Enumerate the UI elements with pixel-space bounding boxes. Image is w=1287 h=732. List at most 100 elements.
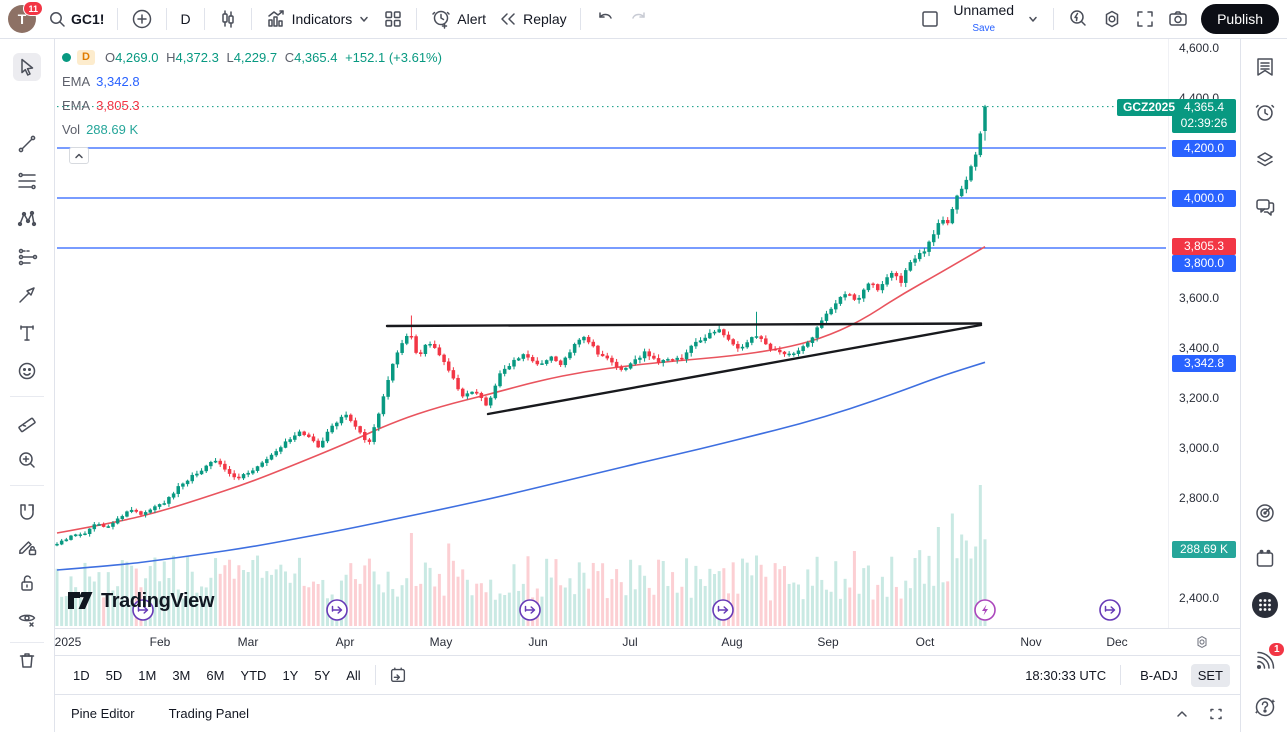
symbol-legend-row[interactable]: D O4,269.0 H4,372.3 L4,229.7 C4,365.4 +1…: [62, 49, 442, 66]
emoji-tool[interactable]: [13, 357, 41, 385]
redo-button[interactable]: [622, 4, 656, 34]
chevron-up-icon: [75, 153, 83, 158]
settings-button[interactable]: [1095, 4, 1129, 34]
rollover-arrow-icon: [331, 605, 343, 614]
publish-button[interactable]: Publish: [1201, 4, 1279, 34]
save-label: Save: [972, 22, 996, 34]
apps-grid-icon: [1252, 592, 1278, 618]
price-axis[interactable]: 4,600.04,400.04,200.04,000.03,800.03,600…: [1168, 39, 1240, 628]
ema-slow-legend-row[interactable]: EMA 3,342.8: [62, 73, 442, 90]
chart-type-button[interactable]: [212, 5, 244, 33]
screener-button[interactable]: [1250, 498, 1280, 528]
undo-button[interactable]: [588, 4, 622, 34]
trend-line-tool[interactable]: [13, 130, 41, 158]
range-5d[interactable]: 5D: [105, 667, 123, 683]
fullscreen-button[interactable]: [1129, 5, 1161, 33]
watchlist-button[interactable]: [1250, 52, 1280, 82]
price-chart[interactable]: [55, 39, 1168, 628]
indicators-button[interactable]: Indicators: [259, 4, 378, 34]
watchlist-icon: [1257, 58, 1273, 76]
layers-icon: [1257, 152, 1273, 167]
compare-button[interactable]: [125, 4, 159, 34]
time-axis[interactable]: 2025 Feb Mar Apr May Jun Jul Aug Sep Oct Nov Dec: [55, 628, 1240, 655]
range-1y[interactable]: 1Y: [282, 667, 299, 683]
trash-icon: [19, 653, 35, 668]
pattern-tool[interactable]: [13, 205, 41, 233]
ema-slow-value: 3,342.8: [96, 74, 140, 89]
alerts-panel-button[interactable]: [1250, 98, 1280, 128]
arrow-marker-tool[interactable]: [13, 281, 41, 309]
hide-drawings-tool[interactable]: [13, 605, 41, 633]
ema-slow-line[interactable]: [56, 361, 986, 571]
layout-name-button[interactable]: Unnamed Save: [947, 0, 1020, 39]
drawing-mode-tool[interactable]: [13, 533, 41, 561]
lock-drawings-tool[interactable]: [13, 569, 41, 597]
clock-utc[interactable]: 18:30:33 UTC: [1025, 667, 1107, 683]
adjustment-toggle[interactable]: B-ADJ: [1140, 667, 1178, 683]
alert-clock-icon: [432, 10, 451, 29]
collapse-panel-icon[interactable]: [1174, 706, 1190, 722]
price-tick: 3,200.0: [1179, 391, 1220, 405]
separator: [416, 8, 418, 30]
trend-line-1[interactable]: [385, 322, 983, 328]
range-1d[interactable]: 1D: [73, 667, 90, 683]
range-3m[interactable]: 3M: [172, 667, 191, 683]
search-icon: [50, 12, 65, 27]
rollover-arrow-icon: [1104, 605, 1116, 614]
publish-label: Publish: [1217, 11, 1263, 27]
zoom-in-icon: [19, 452, 35, 468]
range-ytd[interactable]: YTD: [240, 667, 267, 683]
volume-legend-row[interactable]: Vol 288.69 K: [62, 121, 442, 138]
interval-button[interactable]: D: [174, 7, 196, 31]
ema-fast-legend-row[interactable]: EMA 3,805.3: [62, 97, 442, 114]
cursor-icon: [21, 58, 34, 76]
fib-tool[interactable]: [13, 167, 41, 195]
alert-button[interactable]: Alert: [424, 4, 492, 34]
go-to-date-button[interactable]: [382, 663, 414, 687]
time-tick: Mar: [237, 635, 259, 649]
pine-editor-button[interactable]: Pine Editor: [71, 706, 135, 721]
lock-open-icon: [21, 575, 33, 591]
data-window-button[interactable]: [1250, 145, 1280, 175]
magnet-icon: [20, 504, 34, 520]
trend-line-2[interactable]: [486, 323, 983, 416]
legend-collapse-button[interactable]: [69, 147, 89, 164]
maximize-panel-icon[interactable]: [1208, 706, 1224, 722]
forecast-tool[interactable]: [13, 243, 41, 271]
streams-button[interactable]: 1: [1250, 643, 1284, 676]
text-tool[interactable]: [13, 319, 41, 347]
snapshot-button[interactable]: [1161, 4, 1195, 34]
settlement-toggle[interactable]: SET: [1190, 663, 1230, 687]
vol-label: Vol: [62, 122, 81, 137]
rollover-arrow-icon: [717, 605, 729, 614]
measure-tool[interactable]: [13, 408, 41, 436]
more-apps-button[interactable]: [1250, 590, 1280, 620]
layout-square-icon: [922, 11, 939, 27]
indicator-templates-button[interactable]: [377, 5, 409, 33]
calendar-button[interactable]: [1250, 544, 1280, 574]
range-1m[interactable]: 1M: [138, 667, 157, 683]
remove-drawings-tool[interactable]: [13, 646, 41, 674]
interval-value: D: [180, 11, 191, 27]
replay-button[interactable]: Replay: [492, 5, 573, 33]
chats-button[interactable]: [1250, 192, 1280, 222]
trading-panel-button[interactable]: Trading Panel: [168, 706, 250, 721]
replay-label: Replay: [523, 11, 567, 27]
range-5y[interactable]: 5Y: [314, 667, 331, 683]
range-6m[interactable]: 6M: [206, 667, 225, 683]
help-button[interactable]: [1250, 692, 1280, 722]
range-all[interactable]: All: [346, 667, 361, 683]
price-label: 3,342.8: [1172, 355, 1236, 372]
symbol-search-button[interactable]: GC1!: [42, 6, 110, 32]
user-avatar[interactable]: T 11: [8, 1, 43, 33]
magnet-tool[interactable]: [13, 498, 41, 526]
ema-fast-line[interactable]: [56, 245, 986, 534]
layout-menu-button[interactable]: [1020, 8, 1046, 30]
zoom-in-tool[interactable]: [13, 446, 41, 474]
layout-select-button[interactable]: [913, 4, 947, 34]
axis-settings-icon[interactable]: [1194, 634, 1210, 650]
quick-search-button[interactable]: [1061, 4, 1095, 34]
rollover-arrow-icon: [524, 605, 536, 614]
cursor-tool[interactable]: [13, 53, 41, 81]
delayed-data-badge: D: [77, 50, 95, 65]
